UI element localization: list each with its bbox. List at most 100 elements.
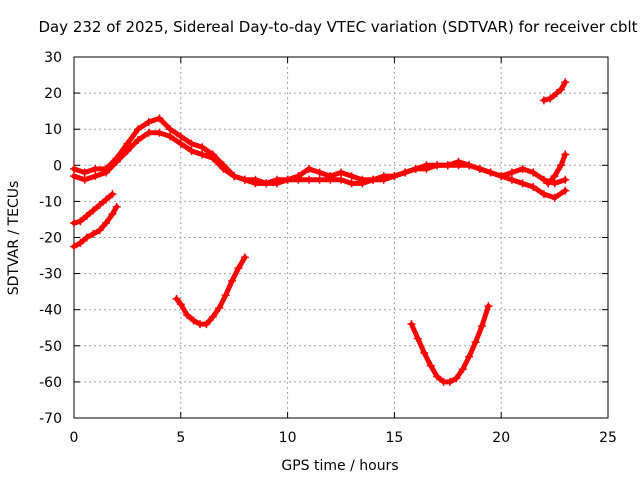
data-point	[187, 139, 196, 148]
y-tick-label: 10	[44, 122, 62, 138]
data-point	[477, 321, 486, 330]
data-point	[315, 175, 324, 184]
data-point	[507, 175, 516, 184]
data-point	[80, 175, 89, 184]
series-early-a	[70, 190, 117, 228]
data-point	[219, 164, 228, 173]
data-point	[82, 211, 91, 220]
data-point	[539, 190, 548, 199]
data-point	[475, 164, 484, 173]
data-point	[550, 193, 559, 202]
data-point	[294, 175, 303, 184]
data-point	[166, 132, 175, 141]
y-tick-label: 20	[44, 86, 62, 102]
series-line	[541, 79, 568, 103]
data-point	[172, 294, 181, 303]
series-line	[174, 254, 248, 327]
series-line	[71, 204, 120, 250]
data-point	[458, 365, 467, 374]
data-point	[189, 316, 198, 325]
data-point	[379, 175, 388, 184]
data-point	[70, 164, 78, 173]
data-point	[70, 172, 78, 181]
data-point	[552, 89, 561, 98]
data-point	[240, 175, 249, 184]
data-point	[390, 172, 399, 181]
data-point	[358, 179, 367, 188]
data-point	[76, 217, 85, 226]
data-point	[443, 161, 452, 170]
grid	[74, 57, 608, 418]
data-point	[539, 96, 548, 105]
chart-title: Day 232 of 2025, Sidereal Day-to-day VTE…	[38, 18, 637, 36]
data-point	[108, 190, 117, 199]
series-main-lower	[70, 128, 570, 202]
data-point	[187, 146, 196, 155]
data-point	[529, 182, 538, 191]
data-point	[155, 114, 164, 123]
data-point	[198, 143, 207, 152]
data-point	[454, 161, 463, 170]
series-end-rise	[544, 150, 570, 188]
data-point	[315, 168, 324, 177]
data-point	[183, 311, 192, 320]
data-point	[102, 168, 111, 177]
data-point	[497, 172, 506, 181]
series-dip-2	[407, 302, 493, 386]
data-point	[215, 303, 224, 312]
y-tick-label: -40	[39, 303, 62, 319]
y-tick-label: -50	[39, 339, 62, 355]
data-point	[465, 352, 474, 361]
y-tick-label: 30	[44, 50, 62, 66]
x-axis-label: GPS time / hours	[281, 458, 398, 474]
data-point	[70, 219, 78, 228]
data-point	[144, 128, 153, 137]
data-point	[102, 219, 111, 228]
data-point	[369, 175, 378, 184]
data-point	[144, 117, 153, 126]
data-point	[251, 179, 260, 188]
data-point	[518, 164, 527, 173]
data-point	[91, 172, 100, 181]
data-point	[420, 349, 429, 358]
data-point	[557, 161, 566, 170]
data-point	[123, 139, 132, 148]
data-point	[546, 94, 555, 103]
data-point	[407, 320, 416, 329]
data-point	[82, 233, 91, 242]
data-point	[486, 168, 495, 177]
data-point	[529, 168, 538, 177]
data-point	[561, 150, 570, 159]
data-point	[89, 206, 98, 215]
data-point	[347, 172, 356, 181]
data-point	[155, 128, 164, 137]
data-point	[108, 210, 117, 219]
data-point	[347, 179, 356, 188]
data-point	[166, 125, 175, 134]
data-point	[176, 132, 185, 141]
data-point	[304, 175, 313, 184]
data-point	[234, 264, 243, 273]
series-line	[545, 151, 568, 186]
data-point	[452, 374, 461, 383]
data-point	[76, 238, 85, 247]
data-point	[112, 157, 121, 166]
data-point	[426, 361, 435, 370]
data-point	[484, 302, 493, 311]
x-tick-label: 20	[492, 430, 510, 446]
data-point	[202, 320, 211, 329]
data-point	[228, 276, 237, 285]
data-point	[272, 179, 281, 188]
axis-ticks: 0 5 10 15 20 25 -70 -60 -50 -40 -30 -20 -10 0 10 20 30	[39, 50, 617, 446]
data-point	[433, 161, 442, 170]
data-series	[70, 78, 570, 386]
data-point	[561, 78, 570, 87]
data-point	[123, 146, 132, 155]
data-point	[91, 164, 100, 173]
data-point	[89, 229, 98, 238]
data-point	[221, 291, 230, 300]
y-tick-label: -70	[39, 411, 62, 427]
data-point	[240, 253, 249, 262]
data-point	[304, 164, 313, 173]
